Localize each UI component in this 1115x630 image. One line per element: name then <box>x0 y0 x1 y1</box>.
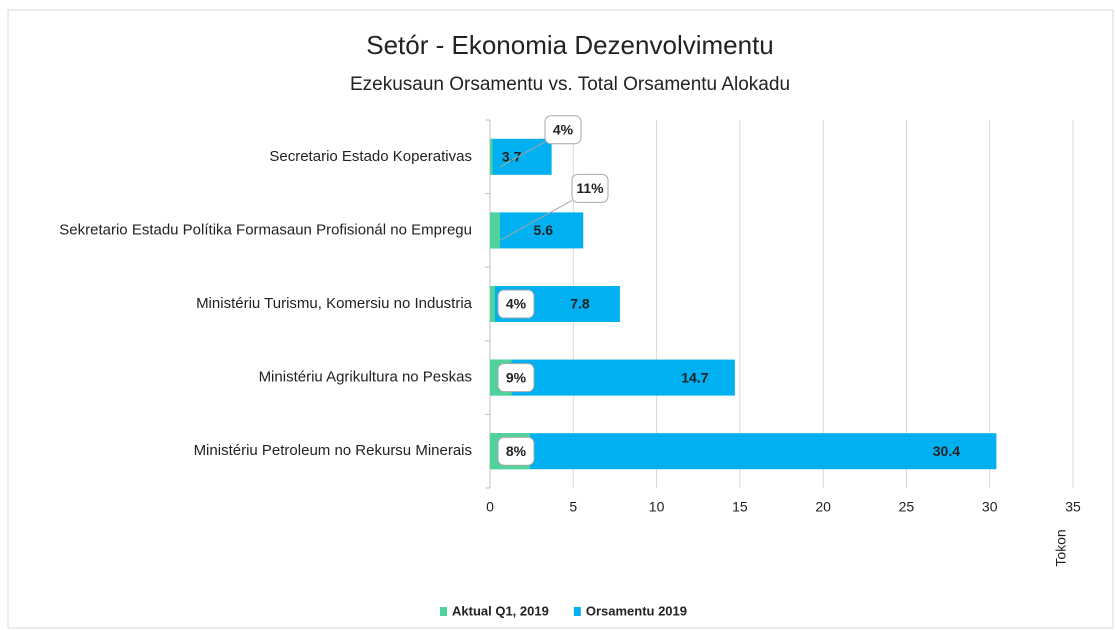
percent-label: 8% <box>506 443 527 459</box>
percent-label-box <box>497 289 535 319</box>
value-label: 5.6 <box>534 222 554 238</box>
percent-label: 11% <box>576 180 604 196</box>
percent-label: 4% <box>506 296 527 312</box>
x-tick-label: 10 <box>649 499 665 515</box>
x-tick-label: 5 <box>569 499 577 515</box>
y-tick-label: Sekretario Estadu Polítika Formasaun Pro… <box>59 221 472 238</box>
bar <box>490 433 997 470</box>
value-label: 7.8 <box>570 296 590 312</box>
legend-label: Orsamentu 2019 <box>586 603 687 618</box>
percent-label-box <box>497 436 535 466</box>
x-tick-label: 30 <box>982 499 998 515</box>
value-label: 14.7 <box>681 369 708 385</box>
x-tick-label: 15 <box>732 499 748 515</box>
bar <box>490 138 493 175</box>
y-tick-label: Ministériu Petroleum no Rekursu Minerais <box>194 442 472 459</box>
percent-label: 9% <box>506 369 527 385</box>
y-tick-label: Ministériu Turismu, Komersiu no Industri… <box>196 295 473 312</box>
x-tick-label: 20 <box>815 499 831 515</box>
x-tick-label: 25 <box>899 499 915 515</box>
legend-swatch <box>440 607 447 616</box>
percent-label-box <box>571 173 609 203</box>
chart-subtitle: Ezekusaun Orsamentu vs. Total Orsamentu … <box>350 74 790 95</box>
y-tick-label: Secretario Estado Koperativas <box>269 148 472 165</box>
value-label: 30.4 <box>933 443 960 459</box>
x-tick-label: 0 <box>486 499 494 515</box>
leader-line <box>499 199 573 241</box>
chart-title: Setór - Ekonomia Dezenvolvimentu <box>366 30 774 60</box>
x-axis-label: Tokon <box>1053 529 1069 566</box>
x-tick-label: 35 <box>1065 499 1081 515</box>
leader-line <box>499 141 546 168</box>
bar <box>490 212 584 249</box>
y-tick-label: Ministériu Agrikultura no Peskas <box>259 369 472 386</box>
bar <box>490 212 500 249</box>
percent-label-box <box>544 115 582 145</box>
legend-swatch <box>573 607 581 616</box>
bar <box>490 138 552 175</box>
percent-label-box <box>497 363 535 393</box>
value-label: 3.7 <box>502 149 522 165</box>
legend-label: Aktual Q1, 2019 <box>452 603 549 618</box>
bar <box>490 286 495 322</box>
percent-label: 4% <box>553 122 574 138</box>
